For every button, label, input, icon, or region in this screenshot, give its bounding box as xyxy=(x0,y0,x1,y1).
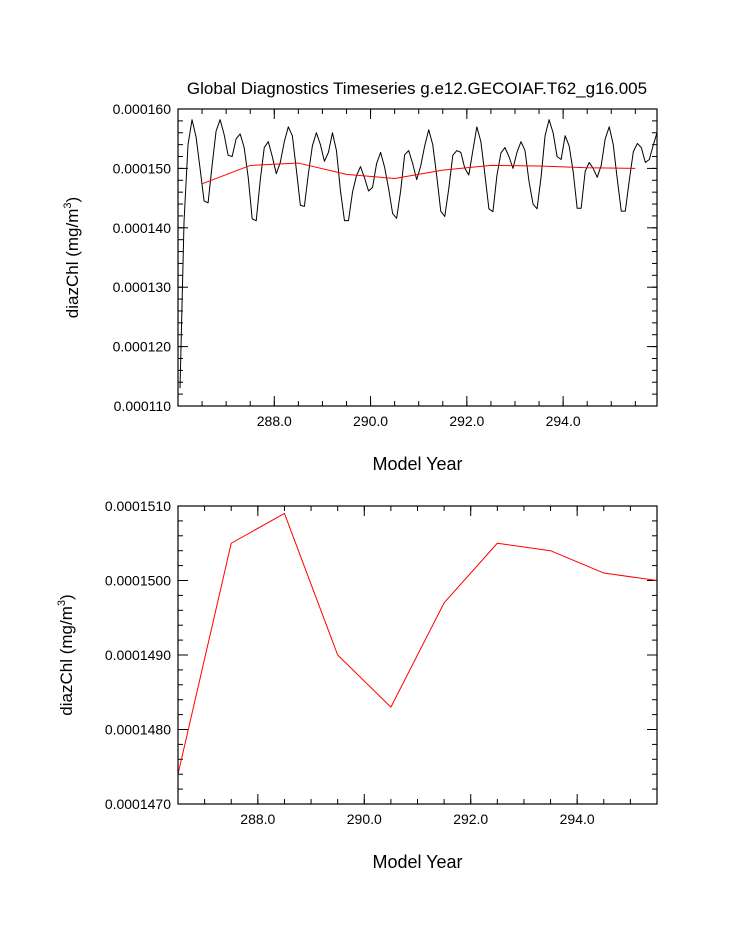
y-axis-label-superscript: 3 xyxy=(56,600,68,606)
x-tick-label: 292.0 xyxy=(449,413,484,429)
y-axis-label-close: ) xyxy=(63,197,82,203)
chart-title: Global Diagnostics Timeseries g.e12.GECO… xyxy=(187,79,647,98)
y-axis-label: diazChl (mg/m3) xyxy=(56,594,76,715)
series-group xyxy=(178,512,657,775)
x-axis-label: Model Year xyxy=(372,454,462,474)
y-tick-label: 0.0001500 xyxy=(105,573,171,589)
y-tick-label: 0.000130 xyxy=(113,279,172,295)
y-tick-label: 0.000120 xyxy=(113,339,172,355)
y-tick-label: 0.0001470 xyxy=(105,796,171,812)
x-tick-label: 294.0 xyxy=(560,811,595,827)
x-tick-label: 292.0 xyxy=(453,811,488,827)
x-tick-label: 288.0 xyxy=(240,811,275,827)
y-tick-label: 0.000140 xyxy=(113,220,172,236)
x-tick-label: 294.0 xyxy=(546,413,581,429)
y-axis-label-text: diazChl (mg/m xyxy=(57,606,76,716)
y-axis-label-text: diazChl (mg/m xyxy=(63,209,82,319)
panel-timeseries-annual: 288.0 290.0 292.0 294.0 0.0001470 0.0001480 0.… xyxy=(56,498,658,872)
monthly-series-line xyxy=(179,119,657,389)
plot-frame xyxy=(177,108,658,407)
series-group xyxy=(179,119,657,389)
annual-mean-series-line xyxy=(201,162,636,185)
y-axis-label: diazChl (mg/m3) xyxy=(62,197,82,318)
x-axis-label: Model Year xyxy=(372,852,462,872)
y-tick-label: 0.0001510 xyxy=(105,498,171,514)
x-tick-label: 288.0 xyxy=(257,413,292,429)
x-tick-label: 290.0 xyxy=(347,811,382,827)
panel-timeseries-monthly: 288.0 290.0 292.0 294.0 0.000110 0.000120 0.00… xyxy=(62,101,658,474)
y-axis-label-superscript: 3 xyxy=(62,202,74,208)
y-axis-label-close: ) xyxy=(57,594,76,600)
x-tick-label: 290.0 xyxy=(353,413,388,429)
y-tick-label: 0.000150 xyxy=(113,160,172,176)
y-tick-label: 0.0001490 xyxy=(105,647,171,663)
y-tick-label: 0.000110 xyxy=(114,398,172,414)
y-tick-label: 0.000160 xyxy=(113,101,172,117)
y-tick-label: 0.0001480 xyxy=(105,722,171,738)
annual-mean-series-line xyxy=(178,512,657,775)
plot-frame xyxy=(177,505,658,805)
